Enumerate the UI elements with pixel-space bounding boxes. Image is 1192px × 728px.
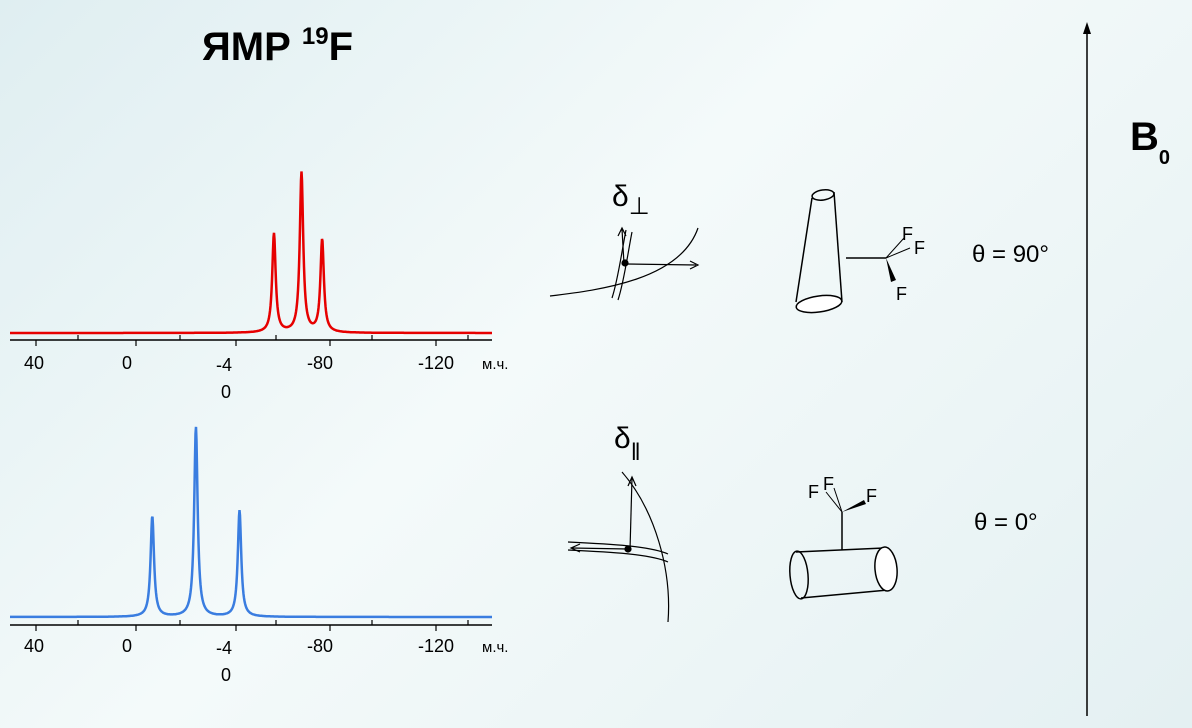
curve-inner-1 (611, 229, 627, 299)
tick-label-minus4: -4 (216, 638, 232, 658)
field-label: B0 (1130, 115, 1170, 169)
spectrum-line-blue (10, 426, 492, 619)
tensor-sketch-parallel (567, 471, 670, 623)
cylinder-left (789, 550, 809, 600)
page-title: ЯМР 19F (202, 23, 353, 69)
spectrum-parallel: 40 0 -4 0 -80 -120 м.ч. (10, 426, 508, 685)
cylinder-top (811, 189, 835, 201)
bond-f2 (885, 247, 911, 259)
fluorine-atom: F (823, 474, 834, 494)
delta-par-label: δ‖ (614, 422, 641, 466)
cylinder-right (874, 546, 898, 592)
spectrum-line-red (10, 171, 492, 335)
bond-f2 (833, 487, 843, 513)
curve-outer (549, 227, 699, 297)
cylinder-side-left (795, 197, 813, 303)
bond-f1 (825, 491, 843, 513)
bond-f3-wedge (886, 258, 896, 282)
tick-label-0: 0 (122, 636, 132, 656)
unit-label-ppm: м.ч. (482, 639, 508, 656)
fluorine-atom: F (914, 238, 925, 258)
tick-label-minus80: -80 (307, 636, 333, 656)
axis-arrow-x (625, 263, 697, 266)
axis-arrow-x (571, 547, 629, 550)
bond-f1 (885, 237, 905, 259)
tick-label-0-wrap: 0 (221, 665, 231, 685)
cylinder-bottom (795, 294, 843, 314)
curve-inner-2 (617, 231, 633, 301)
arrowhead-y (617, 226, 627, 237)
axis-arrow-y (621, 228, 625, 265)
delta-perp-label: δ⊥ (612, 180, 650, 220)
fluorine-atom: F (902, 224, 913, 244)
tick-label-minus120: -120 (418, 353, 454, 373)
arrowhead-x (569, 543, 581, 553)
cylinder-side-bottom (800, 589, 889, 599)
tick-label-40: 40 (24, 636, 44, 656)
fluorine-atom: F (866, 486, 877, 506)
arrowhead-x (689, 260, 700, 270)
spectrum-perpendicular: 40 0 -4 0 -80 -120 м.ч. (10, 171, 508, 402)
tensor-sketch-perpendicular (549, 226, 700, 301)
tick-label-minus80: -80 (307, 353, 333, 373)
tick-label-40: 40 (24, 353, 44, 373)
molecule-parallel (789, 487, 898, 600)
cylinder-side-top (795, 547, 885, 553)
arrowhead-y (627, 475, 637, 487)
axis-arrow-y (629, 477, 633, 551)
x-axis-ticks-bottom (35, 620, 469, 631)
angle-label-0: θ = 0° (974, 509, 1038, 536)
curve-outer (621, 471, 670, 623)
origin-dot (621, 259, 629, 267)
bond-f3-wedge (842, 500, 866, 512)
x-axis-ticks-top (35, 335, 469, 346)
fluorine-atom: F (808, 482, 819, 502)
curve-inner-2 (567, 549, 669, 563)
origin-dot (624, 545, 632, 553)
fluorine-atom: F (896, 284, 907, 304)
tick-label-0: 0 (122, 353, 132, 373)
field-arrowhead (1083, 22, 1091, 34)
molecule-perpendicular (795, 189, 911, 314)
angle-label-90: θ = 90° (972, 241, 1049, 268)
unit-label-ppm: м.ч. (482, 356, 508, 373)
cylinder-side-right (833, 191, 843, 303)
tick-label-minus120: -120 (418, 636, 454, 656)
tick-label-0-wrap: 0 (221, 382, 231, 402)
tick-label-minus4: -4 (216, 355, 232, 375)
